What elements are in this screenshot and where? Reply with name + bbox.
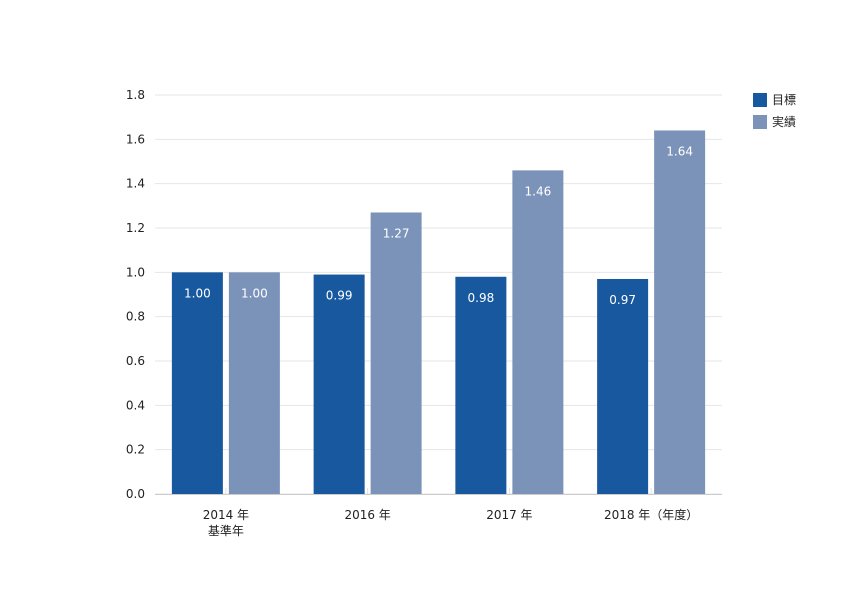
y-tick-label: 1.2	[126, 221, 145, 235]
bar-target	[313, 274, 365, 494]
bar-actual	[370, 212, 422, 494]
bar-value-label: 0.97	[609, 293, 636, 307]
bars: 1.00 1.00 0.99 1.27 0.98 1.46 0.97 1.64	[171, 130, 706, 494]
y-tick-label: 0.2	[126, 443, 145, 457]
bar-target	[455, 276, 507, 494]
y-tick-label: 0.4	[126, 398, 145, 412]
y-axis-ticks: 0.0 0.2 0.4 0.6 0.8 1.0 1.2 1.4 1.6 1.8	[126, 88, 145, 501]
bar-value-label: 1.64	[666, 144, 693, 158]
legend-label: 目標	[772, 93, 796, 107]
bar-value-label: 1.00	[241, 286, 268, 300]
x-category-label: 2017 年	[486, 508, 532, 522]
bar-value-label: 1.46	[525, 184, 552, 198]
bar-value-label: 0.99	[326, 289, 353, 303]
bar-actual	[654, 130, 706, 494]
bar-value-label: 1.00	[184, 286, 211, 300]
y-tick-label: 0.8	[126, 310, 145, 324]
bar-actual	[228, 272, 280, 494]
y-tick-label: 1.6	[126, 132, 145, 146]
y-tick-label: 0.6	[126, 354, 145, 368]
x-category-label: 2014 年	[203, 508, 249, 522]
legend-swatch	[753, 115, 767, 129]
bar-value-label: 0.98	[468, 291, 495, 305]
bar-target	[597, 278, 649, 494]
y-tick-label: 1.4	[126, 177, 145, 191]
x-category-label: 2018 年（年度）	[604, 507, 698, 522]
x-category-label: 基準年	[208, 523, 244, 538]
bar-value-label: 1.27	[383, 226, 410, 240]
bar-target	[171, 272, 223, 494]
y-tick-label: 1.8	[126, 88, 145, 102]
legend-swatch	[753, 93, 767, 107]
y-tick-label: 1.0	[126, 265, 145, 279]
legend-label: 実績	[772, 114, 796, 129]
y-tick-label: 0.0	[126, 487, 145, 501]
bar-actual	[512, 170, 564, 494]
x-category-label: 2016 年	[344, 508, 390, 522]
